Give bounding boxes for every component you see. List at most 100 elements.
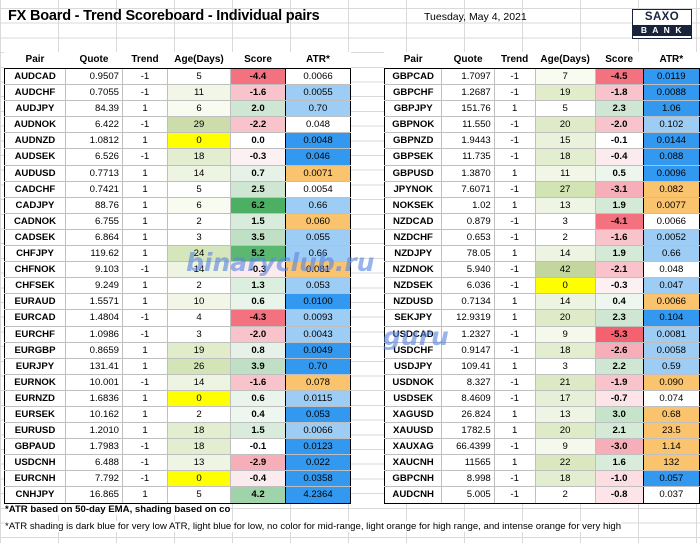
cell-pair: AUDJPY: [4, 100, 66, 118]
table-row[interactable]: CADSEK 6.864 1 3 3.5 0.055: [4, 228, 351, 247]
cell-trend: 1: [122, 100, 168, 118]
table-row[interactable]: EURJPY 131.41 1 26 3.9 0.70: [4, 357, 351, 375]
cell-atr: 0.0100: [285, 293, 351, 311]
table-row[interactable]: AUDCAD 0.9507 -1 5 -4.4 0.0066: [4, 67, 351, 86]
table-row[interactable]: EURNZD 1.6836 1 0 0.6 0.0115: [4, 389, 351, 407]
cell-atr: 0.66: [285, 196, 351, 214]
table-row[interactable]: NZDCHF 0.653 -1 2 -1.6 0.0052: [383, 228, 700, 247]
table-row[interactable]: NOKSEK 1.02 1 13 1.9 0.0077: [383, 196, 700, 214]
table-row[interactable]: EURAUD 1.5571 1 10 0.6 0.0100: [4, 293, 351, 311]
table-row[interactable]: AUDJPY 84.39 1 6 2.0 0.70: [4, 100, 351, 118]
table-row[interactable]: EURCNH 7.792 -1 0 -0.4 0.0358: [4, 470, 351, 488]
cell-quote: 11.550: [441, 116, 495, 134]
cell-atr: 0.66: [285, 245, 351, 263]
table-row[interactable]: CNHJPY 16.865 1 5 4.2 4.2364: [4, 486, 351, 504]
cell-score: -3.0: [594, 438, 644, 456]
cell-atr: 1.14: [642, 438, 700, 456]
table-row[interactable]: NZDUSD 0.7134 1 14 0.4 0.0066: [383, 293, 700, 311]
cell-pair: NZDCHF: [383, 228, 443, 247]
table-row[interactable]: GBPCAD 1.7097 -1 7 -4.5 0.0119: [383, 67, 700, 86]
col-header-score: Score: [230, 52, 286, 69]
table-row[interactable]: USDCAD 1.2327 -1 9 -5.3 0.0081: [383, 325, 700, 343]
cell-quote: 7.792: [65, 470, 123, 488]
cell-score: -0.3: [230, 261, 286, 279]
cell-age: 18: [534, 148, 596, 166]
cell-age: 18: [167, 422, 231, 440]
table-row[interactable]: CHFJPY 119.62 1 24 5.2 0.66: [4, 245, 351, 263]
cell-pair: GBPNOK: [383, 116, 443, 134]
table-row[interactable]: EURGBP 0.8659 1 19 0.8 0.0049: [4, 341, 351, 359]
cell-score: -0.4: [230, 470, 286, 488]
table-row[interactable]: GBPNZD 1.9443 -1 15 -0.1 0.0144: [383, 132, 700, 150]
cell-atr: 0.088: [642, 148, 700, 166]
table-row[interactable]: EURCAD 1.4804 -1 4 -4.3 0.0093: [4, 309, 351, 327]
table-row[interactable]: XAGUSD 26.824 1 13 3.0 0.68: [383, 405, 700, 424]
table-row[interactable]: GBPAUD 1.7983 -1 18 -0.1 0.0123: [4, 438, 351, 456]
table-row[interactable]: USDCNH 6.488 -1 13 -2.9 0.022: [4, 454, 351, 472]
cell-trend: -1: [122, 373, 168, 391]
cell-quote: 119.62: [65, 245, 123, 263]
table-row[interactable]: GBPJPY 151.76 1 5 2.3 1.06: [383, 100, 700, 118]
cell-atr: 0.0071: [285, 164, 351, 182]
table-row[interactable]: XAUUSD 1782.5 1 20 2.1 23.5: [383, 422, 700, 440]
cell-trend: 1: [122, 228, 168, 247]
cell-pair: EURSEK: [4, 405, 66, 424]
table-row[interactable]: USDNOK 8.327 -1 21 -1.9 0.090: [383, 373, 700, 391]
cell-quote: 0.7134: [441, 293, 495, 311]
table-row[interactable]: EURUSD 1.2010 1 18 1.5 0.0066: [4, 422, 351, 440]
table-row[interactable]: EURCHF 1.0986 -1 3 -2.0 0.0043: [4, 325, 351, 343]
cell-pair: GBPAUD: [4, 438, 66, 456]
cell-score: -0.3: [594, 277, 644, 295]
table-row[interactable]: AUDSEK 6.526 -1 18 -0.3 0.046: [4, 148, 351, 166]
cell-trend: 1: [122, 212, 168, 230]
table-row[interactable]: SEKJPY 12.9319 1 20 2.3 0.104: [383, 309, 700, 327]
cell-age: 0: [167, 389, 231, 407]
table-row[interactable]: USDJPY 109.41 1 3 2.2 0.59: [383, 357, 700, 375]
table-row[interactable]: GBPCNH 8.998 -1 18 -1.0 0.057: [383, 470, 700, 488]
cell-pair: CADCHF: [4, 180, 66, 198]
cell-quote: 6.422: [65, 116, 123, 134]
cell-trend: 1: [122, 132, 168, 150]
table-row[interactable]: GBPUSD 1.3870 1 11 0.5 0.0096: [383, 164, 700, 182]
table-row[interactable]: AUDNOK 6.422 -1 29 -2.2 0.048: [4, 116, 351, 134]
table-row[interactable]: GBPNOK 11.550 -1 20 -2.0 0.102: [383, 116, 700, 134]
cell-quote: 78.05: [441, 245, 495, 263]
cell-atr: 0.0144: [642, 132, 700, 150]
table-row[interactable]: AUDCHF 0.7055 -1 11 -1.6 0.0055: [4, 84, 351, 102]
table-row[interactable]: USDSEK 8.4609 -1 17 -0.7 0.074: [383, 389, 700, 407]
table-row[interactable]: AUDCNH 5.005 -1 2 -0.8 0.037: [383, 486, 700, 504]
cell-pair: AUDCAD: [4, 67, 66, 86]
cell-atr: 0.0066: [642, 212, 700, 230]
cell-score: 1.9: [594, 196, 644, 214]
cell-quote: 6.488: [65, 454, 123, 472]
cell-score: 1.3: [230, 277, 286, 295]
table-row[interactable]: GBPSEK 11.735 -1 18 -0.4 0.088: [383, 148, 700, 166]
cell-quote: 66.4399: [441, 438, 495, 456]
table-row[interactable]: NZDSEK 6.036 -1 0 -0.3 0.047: [383, 277, 700, 295]
cell-age: 21: [534, 373, 596, 391]
table-row[interactable]: CHFNOK 9.103 -1 14 -0.3 0.081: [4, 261, 351, 279]
cell-pair: GBPSEK: [383, 148, 443, 166]
table-row[interactable]: JPYNOK 7.6071 -1 27 -3.1 0.082: [383, 180, 700, 198]
cell-trend: 1: [122, 341, 168, 359]
cell-atr: 0.057: [642, 470, 700, 488]
cell-trend: 1: [493, 309, 536, 327]
table-row[interactable]: NZDCAD 0.879 -1 3 -4.1 0.0066: [383, 212, 700, 230]
table-row[interactable]: XAUXAG 66.4399 -1 9 -3.0 1.14: [383, 438, 700, 456]
table-row[interactable]: CADNOK 6.755 1 2 1.5 0.060: [4, 212, 351, 230]
table-row[interactable]: NZDNOK 5.940 -1 42 -2.1 0.048: [383, 261, 700, 279]
table-row[interactable]: GBPCHF 1.2687 -1 19 -1.8 0.0088: [383, 84, 700, 102]
cell-quote: 1.5571: [65, 293, 123, 311]
table-header-left: Pair Quote Trend Age(Days) Score ATR*: [4, 52, 351, 69]
table-row[interactable]: CADCHF 0.7421 1 5 2.5 0.0054: [4, 180, 351, 198]
table-row[interactable]: EURSEK 10.162 1 2 0.4 0.053: [4, 405, 351, 424]
cell-quote: 9.103: [65, 261, 123, 279]
table-row[interactable]: CADJPY 88.76 1 6 6.2 0.66: [4, 196, 351, 214]
table-row[interactable]: AUDUSD 0.7713 1 14 0.7 0.0071: [4, 164, 351, 182]
table-row[interactable]: EURNOK 10.001 -1 14 -1.6 0.078: [4, 373, 351, 391]
table-row[interactable]: XAUCNH 11565 1 22 1.6 132: [383, 454, 700, 472]
table-row[interactable]: AUDNZD 1.0812 1 0 0.0 0.0048: [4, 132, 351, 150]
table-row[interactable]: NZDJPY 78.05 1 14 1.9 0.66: [383, 245, 700, 263]
table-row[interactable]: USDCHF 0.9147 -1 18 -2.6 0.0058: [383, 341, 700, 359]
table-row[interactable]: CHFSEK 9.249 1 2 1.3 0.053: [4, 277, 351, 295]
